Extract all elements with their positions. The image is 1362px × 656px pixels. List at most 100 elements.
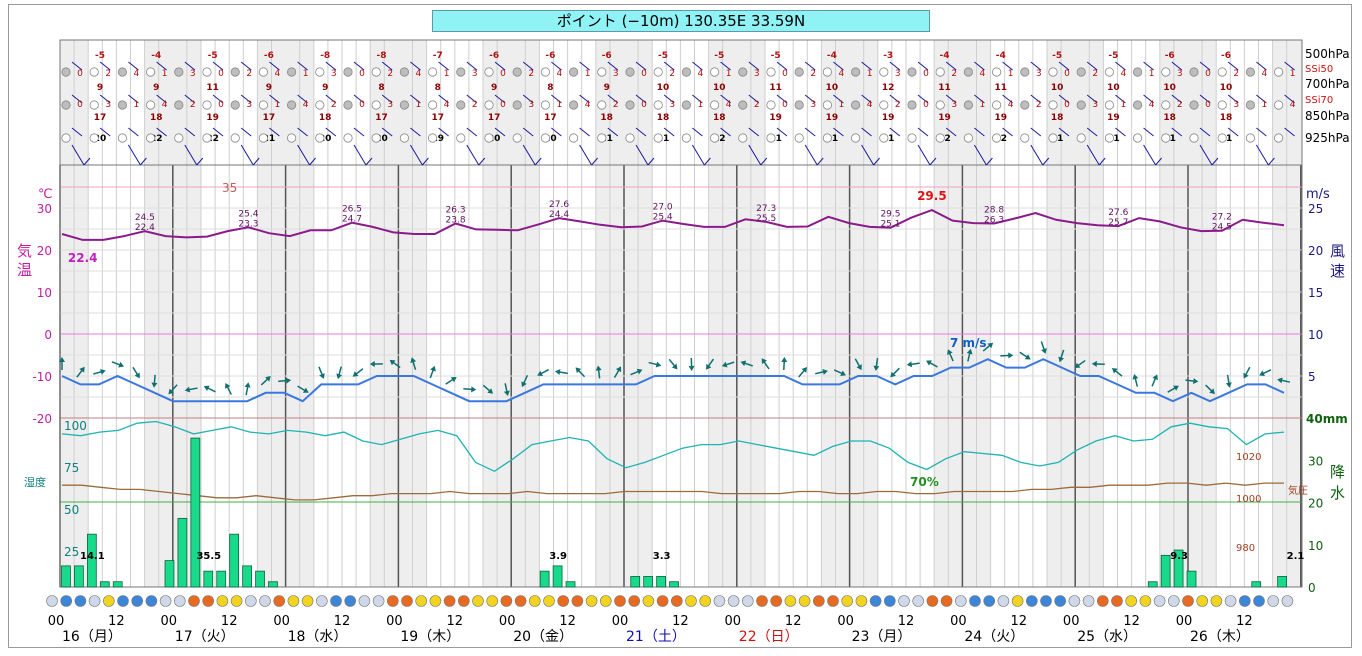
cloud-circle	[117, 100, 128, 110]
date-label: 17（火）	[175, 629, 235, 645]
wind-barb	[1143, 127, 1154, 137]
weather-icon	[784, 595, 797, 607]
page-title: ポイント (−10m) 130.35E 33.59N	[432, 10, 930, 32]
cloud-circle	[568, 67, 579, 77]
pressure-tick: 1020	[1236, 452, 1261, 463]
left-tick: 10	[37, 286, 52, 300]
cloud-circle	[1133, 133, 1143, 143]
cloud-circle	[991, 100, 1002, 110]
ssi-value: 0	[218, 100, 224, 110]
cloud-circle	[146, 67, 156, 77]
weather-icon	[372, 595, 385, 607]
cloud-circle	[766, 67, 776, 77]
cloud-circle	[1020, 133, 1030, 143]
precip-label: 3.9	[549, 551, 567, 562]
wind-arrow-head	[79, 366, 85, 373]
wind-barb	[551, 61, 562, 71]
wind-arrow	[1019, 351, 1031, 360]
temperature-label: 27.3	[756, 204, 776, 214]
wind-barb	[353, 127, 365, 137]
temperature-label: 29.5	[880, 210, 900, 220]
cloud-circle	[766, 133, 776, 143]
wind-arrow-head	[840, 370, 846, 376]
cloud-circle	[89, 67, 99, 77]
left-label-1: 気	[17, 242, 32, 260]
ssi-value: 4	[1290, 100, 1296, 110]
left-tick: -10	[32, 370, 52, 384]
weather-icon	[358, 595, 371, 607]
wind-barb	[776, 94, 788, 104]
wind-barb	[381, 127, 393, 137]
wind-arrow	[815, 369, 828, 375]
wind-arrow-head	[740, 360, 747, 367]
wind-arrow-head	[575, 367, 582, 374]
wind-arrow-head	[1024, 354, 1031, 360]
wind-arrow-head	[1041, 348, 1047, 354]
wind-barb	[607, 94, 619, 104]
weather-icon	[1239, 595, 1251, 607]
wind-barb	[720, 94, 731, 104]
wind-arrow-head	[1173, 385, 1179, 391]
wind-barb	[607, 127, 619, 137]
cloud-circle	[371, 100, 381, 110]
wind-barb	[720, 61, 731, 71]
wind-barb	[466, 127, 478, 137]
cloud-circle	[1161, 100, 1171, 110]
wind-barb	[889, 94, 901, 104]
wind-arrow-head	[1193, 378, 1199, 385]
weather-icon	[159, 595, 172, 607]
ssi-value: 0	[782, 100, 788, 110]
ssi-value: 0	[1064, 69, 1070, 79]
upper-temp: 11	[938, 83, 951, 93]
precip-tick: 10	[1308, 539, 1323, 553]
cloud-circle	[1189, 67, 1199, 77]
cloud-circle	[1133, 67, 1143, 77]
wind-barb	[692, 127, 703, 137]
wind-barb	[804, 144, 818, 166]
ssi-value: 1	[416, 100, 422, 110]
ssi-value: 2	[1233, 69, 1239, 79]
ssi-value: 1	[134, 100, 140, 110]
cloud-circle	[1104, 133, 1115, 143]
wind-barb	[1211, 157, 1219, 166]
cloud-circle	[794, 133, 804, 143]
cloud-circle	[991, 133, 1002, 143]
wind-barb	[1284, 127, 1295, 137]
weather-icon	[670, 595, 683, 607]
humidity-tick: 50	[64, 503, 79, 517]
cloud-circle	[907, 100, 917, 110]
wind-arrow-head	[352, 371, 359, 377]
pressure-line	[62, 482, 1284, 501]
ssi-value: 4	[134, 69, 140, 79]
cloud-circle	[484, 100, 494, 110]
cloud-circle	[963, 67, 974, 77]
cloud-circle	[343, 67, 353, 77]
wind-barb	[1171, 127, 1183, 137]
wind-barb	[381, 61, 393, 71]
cloud-circle	[540, 133, 551, 143]
wind-barb	[184, 94, 196, 104]
upper-temp: 10	[1107, 83, 1120, 93]
ssi-value: 2	[528, 69, 534, 79]
humidity-tick: 100	[64, 419, 87, 433]
weather-icon	[1153, 595, 1166, 607]
cloud-circle	[427, 67, 438, 77]
wind-barb	[1199, 61, 1211, 71]
hour-label: 00	[273, 614, 290, 629]
wind-barb	[663, 94, 675, 104]
ssi-value: 1	[1262, 100, 1268, 110]
ssi-value: 1	[444, 69, 450, 79]
wind-arrow	[688, 357, 695, 371]
weather-icon	[259, 595, 271, 607]
wind-barb	[748, 94, 760, 104]
wind-arrow-head	[265, 376, 271, 382]
precip-label: 3.3	[653, 551, 671, 562]
left-unit: ℃	[38, 187, 53, 202]
cloud-circle	[202, 67, 212, 77]
upper-temp: 10	[657, 83, 670, 93]
cloud-circle	[371, 133, 381, 143]
upper-temp: 21	[769, 134, 782, 144]
cloud-circle	[879, 67, 889, 77]
wind-arrow	[890, 367, 900, 378]
wind-arrow	[575, 367, 586, 378]
